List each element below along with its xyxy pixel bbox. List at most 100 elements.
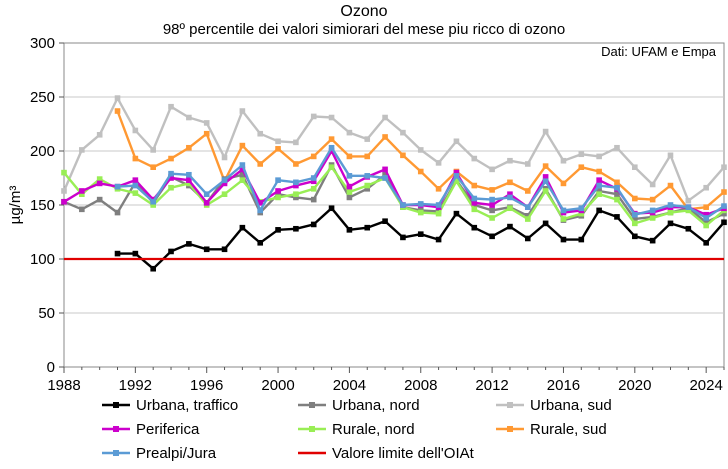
data-point-periferica-1995 <box>186 177 192 183</box>
data-point-urbana-sud-2015 <box>542 128 549 135</box>
data-point-rurale-nord-2016 <box>560 216 567 222</box>
data-point-periferica-2024 <box>703 211 709 218</box>
data-point-urbana-sud-2009 <box>435 160 442 166</box>
y-tick-label-50: 50 <box>38 305 55 322</box>
data-point-prealpi-jura-2023 <box>685 204 692 210</box>
data-point-prealpi-jura-1994 <box>168 170 174 177</box>
data-point-rurale-sud-2001 <box>293 161 299 167</box>
legend-label-urbana-sud: Urbana, sud <box>530 397 612 414</box>
data-point-urbana-sud-1998 <box>239 108 246 114</box>
data-point-rurale-sud-2020 <box>632 195 638 202</box>
data-point-urbana-sud-2022 <box>667 152 674 159</box>
data-point-urbana-traffico-1991 <box>114 250 121 257</box>
data-point-rurale-sud-1991 <box>114 108 121 114</box>
series-prealpi-jura <box>114 144 727 221</box>
data-point-urbana-traffico-1996 <box>203 246 210 253</box>
x-tick-label-2024: 2024 <box>689 377 722 394</box>
data-point-urbana-sud-2019 <box>614 144 620 151</box>
data-point-periferica-2002 <box>310 178 317 185</box>
data-point-rurale-nord-1993 <box>150 202 156 208</box>
legend-label-valore-limite-dell-oiat: Valore limite dell'OIAt <box>332 445 475 462</box>
data-point-urbana-nord-2004 <box>346 194 353 201</box>
data-point-rurale-sud-1996 <box>203 130 210 137</box>
data-point-urbana-nord-2012 <box>489 207 495 214</box>
x-tick-label-2012: 2012 <box>475 377 508 394</box>
data-point-rurale-nord-2015 <box>542 188 549 194</box>
data-point-urbana-traffico-2020 <box>632 233 638 240</box>
data-point-urbana-traffico-1994 <box>168 248 174 255</box>
data-point-rurale-sud-1993 <box>150 164 156 170</box>
data-point-prealpi-jura-2003 <box>328 144 335 151</box>
data-point-urbana-sud-2005 <box>364 136 371 142</box>
data-point-prealpi-jura-1999 <box>257 207 264 214</box>
legend-marker-urbana-sud <box>507 402 513 408</box>
data-point-prealpi-jura-2001 <box>293 179 299 186</box>
data-point-rurale-sud-1999 <box>257 161 264 167</box>
data-point-urbana-traffico-2016 <box>560 236 567 243</box>
data-point-urbana-sud-2013 <box>507 157 513 164</box>
data-point-prealpi-jura-1995 <box>186 171 192 178</box>
data-point-urbana-sud-2011 <box>471 155 478 162</box>
data-point-urbana-sud-1992 <box>132 127 139 134</box>
data-point-urbana-sud-2010 <box>453 138 460 145</box>
data-point-urbana-nord-2018 <box>596 188 602 194</box>
data-point-rurale-sud-2011 <box>471 182 478 189</box>
data-point-rurale-nord-2018 <box>596 191 602 197</box>
data-point-urbana-sud-2002 <box>310 113 317 120</box>
data-point-urbana-sud-2007 <box>400 129 406 136</box>
data-point-rurale-nord-1997 <box>221 191 228 197</box>
data-point-periferica-2018 <box>596 177 602 183</box>
data-point-urbana-sud-2016 <box>560 157 567 164</box>
data-point-prealpi-jura-2022 <box>667 202 674 208</box>
data-point-rurale-nord-2002 <box>310 186 317 192</box>
data-point-rurale-nord-2024 <box>703 222 709 229</box>
data-point-prealpi-jura-2012 <box>489 196 495 203</box>
data-point-urbana-traffico-2013 <box>507 223 513 230</box>
legend-item-prealpi-jura: Prealpi/Jura <box>102 445 217 462</box>
data-point-rurale-nord-2014 <box>524 216 531 222</box>
data-point-urbana-traffico-2007 <box>400 234 406 241</box>
data-point-prealpi-jura-1998 <box>239 162 246 168</box>
data-point-urbana-traffico-2009 <box>435 236 442 243</box>
data-point-prealpi-jura-1991 <box>114 183 121 190</box>
data-point-periferica-1990 <box>96 180 103 187</box>
data-point-urbana-sud-2001 <box>293 139 299 146</box>
data-point-rurale-sud-2006 <box>382 134 388 140</box>
series-urbana-sud <box>61 95 727 204</box>
data-point-urbana-traffico-2002 <box>310 221 317 228</box>
legend-marker-urbana-traffico <box>113 402 119 408</box>
data-point-rurale-sud-2021 <box>649 196 656 203</box>
data-point-urbana-sud-1997 <box>221 154 228 161</box>
data-point-urbana-traffico-2014 <box>524 235 531 242</box>
x-tick-label-2008: 2008 <box>404 377 437 394</box>
data-point-prealpi-jura-2000 <box>275 177 281 183</box>
data-point-rurale-nord-2022 <box>667 209 674 216</box>
legend-label-prealpi-jura: Prealpi/Jura <box>136 445 217 462</box>
data-point-rurale-sud-2018 <box>596 168 602 175</box>
data-source-note: Dati: UFAM e Empa <box>601 44 717 59</box>
data-point-urbana-nord-1998 <box>239 171 246 178</box>
data-point-prealpi-jura-2002 <box>310 175 317 181</box>
data-point-urbana-nord-2020 <box>632 216 638 222</box>
legend-item-rurale-nord: Rurale, nord <box>298 421 415 438</box>
data-point-prealpi-jura-2024 <box>703 215 709 221</box>
data-point-periferica-1998 <box>239 166 246 173</box>
data-point-prealpi-jura-2021 <box>649 207 656 214</box>
data-point-urbana-nord-1991 <box>114 209 121 216</box>
chart-title: Ozono <box>340 3 387 20</box>
data-point-urbana-nord-2019 <box>614 191 620 197</box>
data-point-urbana-sud-1993 <box>150 147 156 153</box>
data-point-prealpi-jura-2005 <box>364 173 371 179</box>
data-point-urbana-sud-1988 <box>61 188 67 194</box>
data-point-rurale-nord-2011 <box>471 206 478 213</box>
data-point-urbana-sud-2006 <box>382 114 388 121</box>
data-point-prealpi-jura-1993 <box>150 198 156 205</box>
data-point-urbana-traffico-2015 <box>542 220 549 227</box>
data-point-urbana-sud-1991 <box>114 95 121 101</box>
data-point-prealpi-jura-1996 <box>203 191 210 197</box>
data-point-rurale-nord-1992 <box>132 190 139 196</box>
data-point-rurale-nord-2020 <box>632 220 638 227</box>
data-point-rurale-sud-2008 <box>417 168 424 175</box>
legend-label-urbana-traffico: Urbana, traffico <box>136 397 238 414</box>
